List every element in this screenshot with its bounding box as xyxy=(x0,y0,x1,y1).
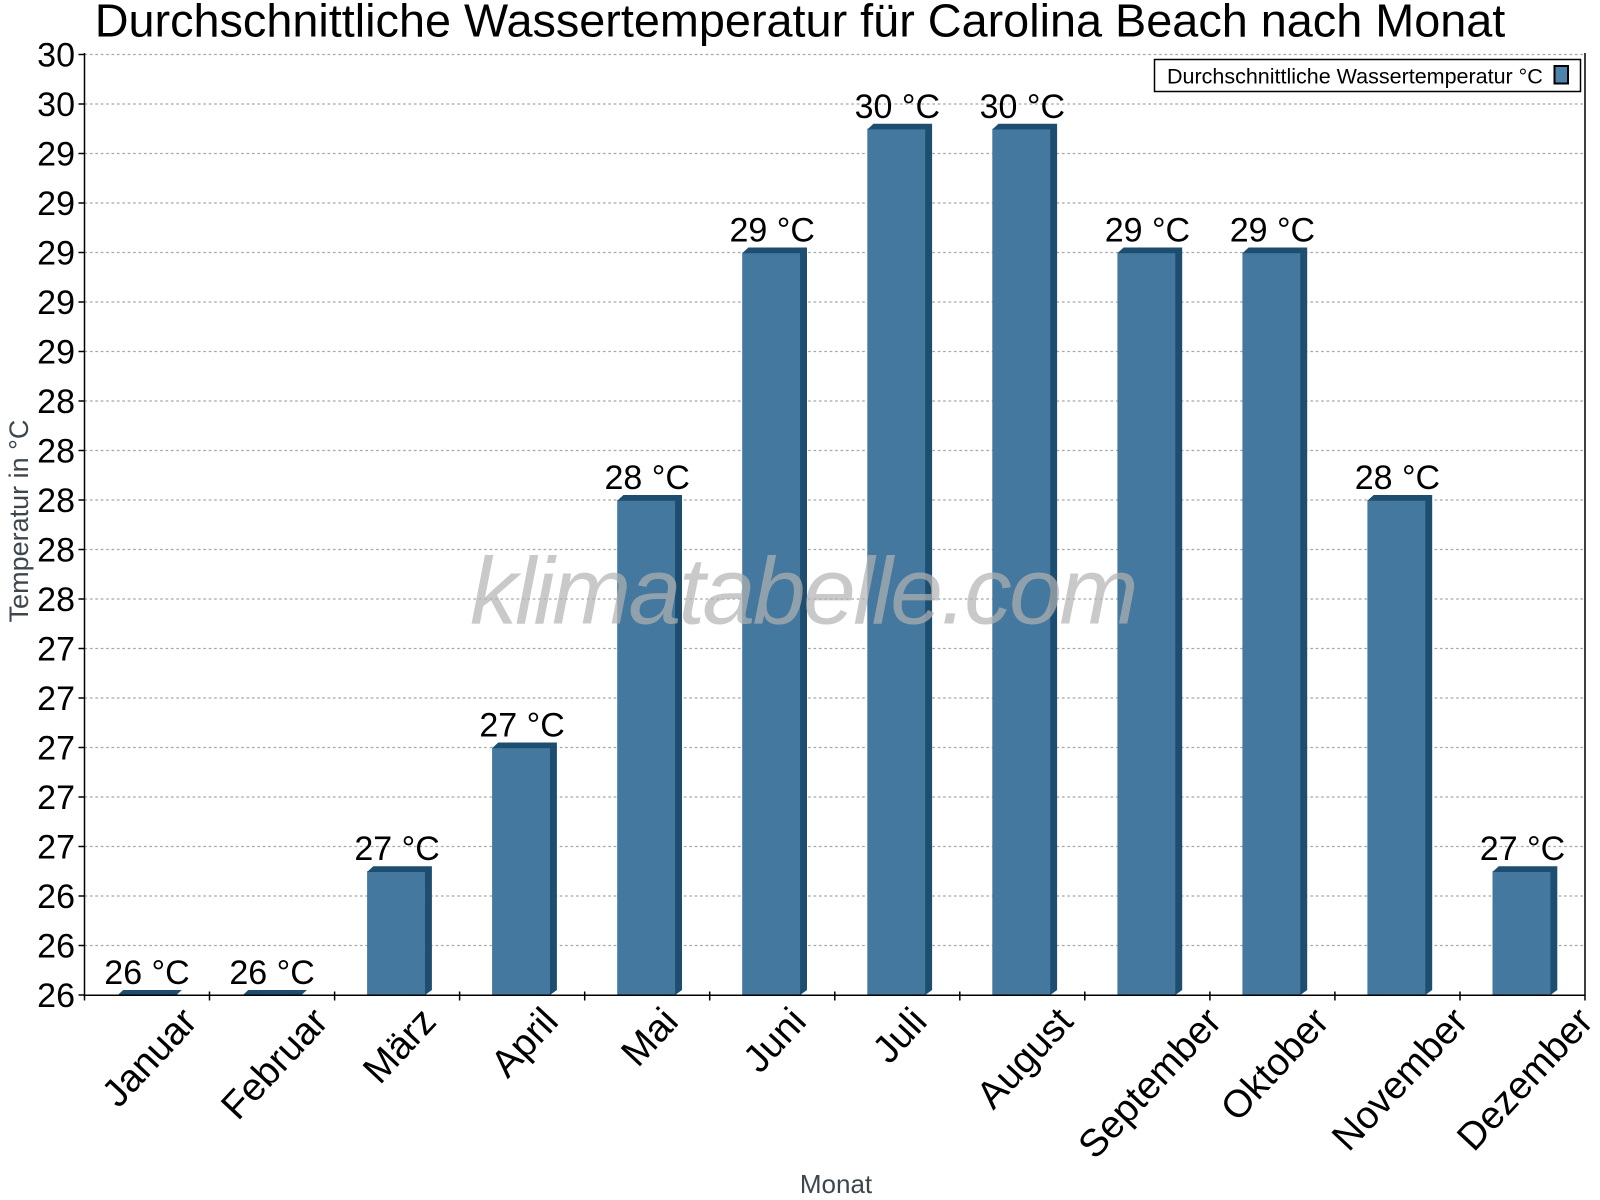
svg-text:Durchschnittliche Wassertemper: Durchschnittliche Wassertemperatur für C… xyxy=(95,0,1506,46)
svg-text:28: 28 xyxy=(37,433,75,471)
svg-text:29 °C: 29 °C xyxy=(729,212,814,250)
svg-text:30: 30 xyxy=(37,37,75,75)
svg-text:27: 27 xyxy=(37,631,75,669)
svg-text:30 °C: 30 °C xyxy=(980,88,1065,126)
svg-text:27 °C: 27 °C xyxy=(1480,830,1565,868)
svg-text:28: 28 xyxy=(37,581,75,619)
svg-text:27 °C: 27 °C xyxy=(479,707,564,745)
svg-text:26: 26 xyxy=(37,878,75,916)
svg-text:29: 29 xyxy=(37,284,75,322)
svg-text:27 °C: 27 °C xyxy=(354,830,439,868)
svg-text:26 °C: 26 °C xyxy=(104,954,189,992)
svg-text:28: 28 xyxy=(37,532,75,570)
svg-text:29: 29 xyxy=(37,334,75,372)
svg-text:26: 26 xyxy=(37,977,75,1015)
svg-text:28: 28 xyxy=(37,383,75,421)
svg-text:Temperatur in °C: Temperatur in °C xyxy=(4,420,34,623)
svg-text:26: 26 xyxy=(37,928,75,966)
svg-text:27: 27 xyxy=(37,680,75,718)
svg-text:27: 27 xyxy=(37,779,75,817)
svg-text:27: 27 xyxy=(37,730,75,768)
svg-text:30: 30 xyxy=(37,86,75,124)
svg-text:29: 29 xyxy=(37,136,75,174)
svg-text:29 °C: 29 °C xyxy=(1230,212,1315,250)
svg-text:28 °C: 28 °C xyxy=(604,459,689,497)
svg-text:27: 27 xyxy=(37,829,75,867)
svg-text:klimatabelle.com: klimatabelle.com xyxy=(470,539,1136,645)
svg-text:28 °C: 28 °C xyxy=(1355,459,1440,497)
svg-text:28: 28 xyxy=(37,482,75,520)
svg-text:26 °C: 26 °C xyxy=(229,954,314,992)
svg-text:29: 29 xyxy=(37,185,75,223)
svg-text:29: 29 xyxy=(37,235,75,273)
svg-text:Monat: Monat xyxy=(800,1169,873,1199)
svg-text:Durchschnittliche Wassertemper: Durchschnittliche Wassertemperatur °C xyxy=(1167,65,1543,89)
svg-text:29 °C: 29 °C xyxy=(1105,212,1190,250)
svg-text:30 °C: 30 °C xyxy=(855,88,940,126)
